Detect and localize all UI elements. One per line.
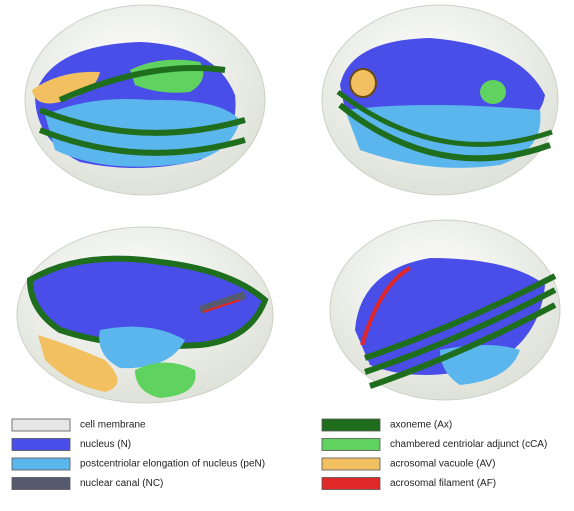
legend-label: nuclear canal (NC) [80, 478, 163, 489]
legend-label: postcentriolar elongation of nucleus (pe… [80, 459, 265, 470]
legend-swatch [321, 477, 381, 490]
legend-label: axoneme (Ax) [390, 420, 452, 431]
legend-swatch [321, 438, 381, 451]
legend-label: nucleus (N) [80, 439, 131, 450]
legend-swatch [11, 457, 71, 471]
render-panel-2 [321, 4, 559, 196]
legend-swatch [11, 418, 71, 432]
legend-swatch [11, 477, 71, 490]
legend-swatch [321, 457, 381, 471]
legend-swatch [321, 418, 381, 432]
legend: cell membrane nucleus (N) postcentriolar e… [11, 418, 547, 490]
legend-label: cell membrane [80, 420, 146, 431]
render-panel-3 [16, 226, 274, 404]
legend-label: acrosomal vacuole (AV) [390, 459, 495, 470]
render-panel-1 [24, 4, 266, 196]
legend-label: acrosomal filament (AF) [390, 478, 496, 489]
legend-label: chambered centriolar adjunct (cCA) [390, 439, 547, 450]
legend-swatch [11, 438, 71, 451]
render-panel-4 [329, 219, 561, 401]
